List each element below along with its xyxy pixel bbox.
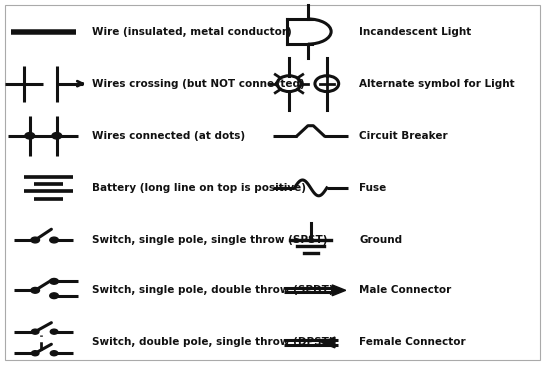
Circle shape bbox=[50, 293, 58, 299]
Text: Female Connector: Female Connector bbox=[359, 338, 466, 347]
Circle shape bbox=[32, 329, 39, 334]
Circle shape bbox=[50, 237, 58, 243]
Text: Male Connector: Male Connector bbox=[359, 285, 451, 295]
Text: Battery (long line on top is positive): Battery (long line on top is positive) bbox=[92, 183, 306, 193]
Circle shape bbox=[51, 351, 58, 356]
Text: Ground: Ground bbox=[359, 235, 402, 245]
Text: Wires connected (at dots): Wires connected (at dots) bbox=[92, 131, 245, 141]
Polygon shape bbox=[321, 337, 335, 348]
Text: Wire (insulated, metal conductor): Wire (insulated, metal conductor) bbox=[92, 27, 291, 36]
Circle shape bbox=[31, 237, 39, 243]
Text: Incandescent Light: Incandescent Light bbox=[359, 27, 471, 36]
Text: Alternate symbol for Light: Alternate symbol for Light bbox=[359, 78, 515, 89]
Text: Fuse: Fuse bbox=[359, 183, 386, 193]
Text: Switch, single pole, double throw (SPDT): Switch, single pole, double throw (SPDT) bbox=[92, 285, 334, 295]
Circle shape bbox=[32, 351, 39, 356]
Text: Switch, double pole, single throw (DPST): Switch, double pole, single throw (DPST) bbox=[92, 338, 334, 347]
Circle shape bbox=[50, 278, 58, 284]
Text: Circuit Breaker: Circuit Breaker bbox=[359, 131, 448, 141]
Circle shape bbox=[51, 329, 58, 334]
Circle shape bbox=[52, 132, 62, 139]
Text: Switch, single pole, single throw (SPST): Switch, single pole, single throw (SPST) bbox=[92, 235, 327, 245]
Circle shape bbox=[25, 132, 34, 139]
Text: Wires crossing (but NOT connected): Wires crossing (but NOT connected) bbox=[92, 78, 305, 89]
Circle shape bbox=[31, 288, 39, 293]
Polygon shape bbox=[332, 285, 346, 296]
